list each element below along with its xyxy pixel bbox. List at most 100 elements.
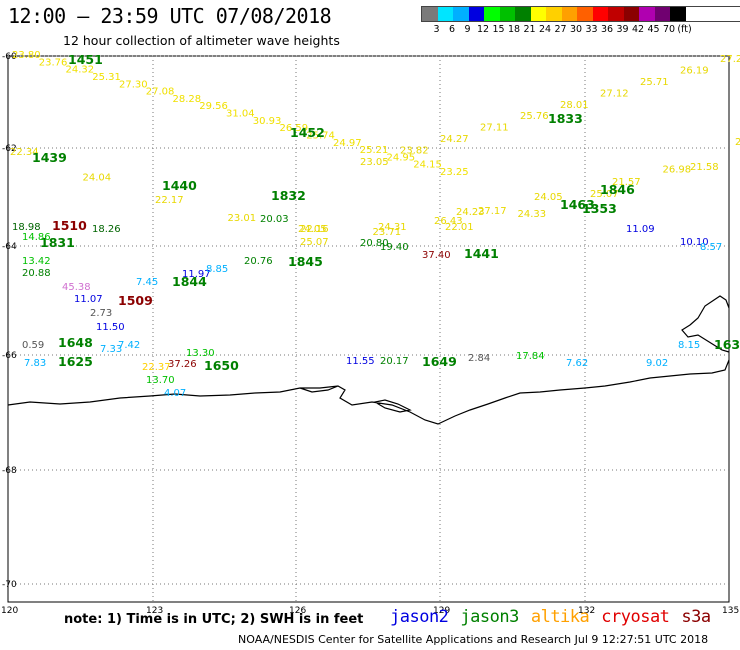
track-value: 24.32 — [66, 65, 95, 76]
pass-time-label: 1441 — [464, 246, 499, 261]
swh-value-label: 27.17 — [478, 206, 507, 217]
track-value: 23.01 — [228, 213, 257, 224]
footer-note: note: 1) Time is in UTC; 2) SWH is in fe… — [64, 612, 364, 627]
track-value: 27.30 — [119, 79, 148, 90]
track-value: 22.28 — [735, 137, 740, 148]
legend-swatch — [654, 7, 670, 21]
legend-swatch — [530, 7, 546, 21]
swh-value-label: 7.83 — [24, 358, 46, 369]
legend-label: 21 — [523, 24, 536, 35]
swh-value-label: 17.84 — [516, 351, 545, 362]
antarctic-coastline — [7, 295, 730, 425]
legend-label: 9 — [464, 24, 471, 35]
pass-time-label: 1831 — [40, 235, 75, 250]
legend-labels: 3 6 9 12 15 18 21 24 27 30 33 36 39 42 45 70 (ft) — [421, 22, 740, 36]
legend-swatch — [623, 7, 639, 21]
swh-value-label: 11.09 — [626, 224, 655, 235]
latitude-label: -64 — [2, 242, 17, 252]
page-title: 12:00 – 23:59 UTC 07/08/2018 — [8, 4, 332, 28]
pass-time-label: 1649 — [422, 354, 457, 369]
track-value: 24.15 — [413, 160, 442, 171]
track-value: 24.95 — [387, 152, 416, 163]
track-value: 25.71 — [640, 77, 669, 88]
swh-value-label: 11.50 — [96, 322, 125, 333]
swh-value-label: 13.70 — [146, 375, 175, 386]
latitude-label: -62 — [2, 144, 17, 154]
track-value: 25.21 — [360, 145, 389, 156]
track-value: 26.98 — [663, 164, 692, 175]
track-value: 30.93 — [253, 116, 282, 127]
longitude-labels: 120 123 126 129 132 135 — [1, 606, 739, 616]
track-value: 25.31 — [92, 72, 121, 83]
track-value: 31.04 — [226, 109, 255, 120]
legend-label: 30 — [569, 24, 583, 35]
track-value: 21.58 — [690, 162, 719, 173]
track-value: 25.74 — [306, 130, 335, 141]
track-value: 22.01 — [445, 222, 474, 233]
color-legend: 3 6 9 12 15 18 21 24 27 30 33 36 39 42 45 70 (ft) — [421, 6, 740, 36]
pass-time-label: 1650 — [204, 358, 239, 373]
track-value: 27.08 — [146, 87, 175, 98]
swh-value-label: 26.43 — [434, 216, 463, 227]
swh-value-label: 11.97 — [182, 269, 211, 280]
altimeter-tracks: 23.8023.7624.3225.3127.3027.0828.2829.56… — [10, 50, 740, 248]
track-value: 28.28 — [173, 94, 202, 105]
swh-value-label: 11.55 — [346, 356, 375, 367]
track-value: 23.25 — [440, 167, 469, 178]
track-value: 25.07 — [300, 237, 329, 248]
satellite-cryosat: cryosat — [601, 607, 670, 627]
track-value: 27.11 — [480, 123, 509, 134]
legend-label: 12 — [476, 24, 490, 35]
legend-swatches — [421, 6, 740, 22]
legend-swatch — [592, 7, 608, 21]
track-value: 23.76 — [39, 57, 68, 68]
swh-value-label: 2.73 — [90, 308, 112, 319]
pass-time-label: 163 — [714, 337, 740, 352]
swh-value-label: 18.98 — [12, 222, 41, 233]
latitude-label: -66 — [2, 351, 17, 361]
legend-swatch — [422, 7, 438, 21]
track-value: 22.17 — [155, 195, 184, 206]
longitude-label: 126 — [289, 606, 306, 616]
legend-label: 18 — [507, 24, 521, 35]
track-value: 24.23 — [456, 207, 485, 218]
swh-value-label: 45.38 — [62, 282, 91, 293]
pass-time-label: 1463 — [560, 197, 595, 212]
track-value: 23.82 — [400, 146, 429, 157]
pass-time-label: 1353 — [582, 201, 617, 216]
track-value: 24.33 — [518, 209, 547, 220]
legend-label: 70 — [662, 24, 676, 35]
track-value: 24.05 — [534, 192, 563, 203]
legend-swatch — [546, 7, 562, 21]
satellite-jason2: jason2 — [390, 607, 449, 627]
pass-time-label: 1846 — [600, 182, 635, 197]
track-value: 23.05 — [360, 157, 389, 168]
longitude-label: 132 — [578, 606, 595, 616]
track-value: 24.97 — [333, 138, 362, 149]
swh-value-label: 7.42 — [118, 340, 140, 351]
legend-label: 36 — [600, 24, 614, 35]
track-value: 24.27 — [440, 134, 469, 145]
legend-label: 33 — [585, 24, 598, 35]
swh-value-label: 11.07 — [74, 294, 103, 305]
legend-swatch — [561, 7, 577, 21]
legend-swatch — [484, 7, 500, 21]
track-value: 26.19 — [680, 65, 709, 76]
legend-swatch — [670, 7, 686, 21]
satellite-s3a: s3a — [681, 607, 711, 627]
legend-swatch — [515, 7, 531, 21]
satellite-altika: altika — [530, 607, 590, 627]
track-value: 24.31 — [378, 222, 407, 233]
legend-swatch — [453, 7, 469, 21]
graticule-grid — [8, 55, 729, 602]
track-value: 27.29 — [720, 54, 740, 65]
swh-value-label: 8.15 — [678, 340, 700, 351]
legend-label: 6 — [448, 24, 456, 35]
legend-label: 45 — [647, 24, 660, 35]
swh-value-label: 14.86 — [22, 232, 51, 243]
legend-swatch — [577, 7, 593, 21]
swh-value-label: 2.84 — [468, 353, 490, 364]
page-subtitle: 12 hour collection of altimeter wave hei… — [63, 33, 340, 48]
